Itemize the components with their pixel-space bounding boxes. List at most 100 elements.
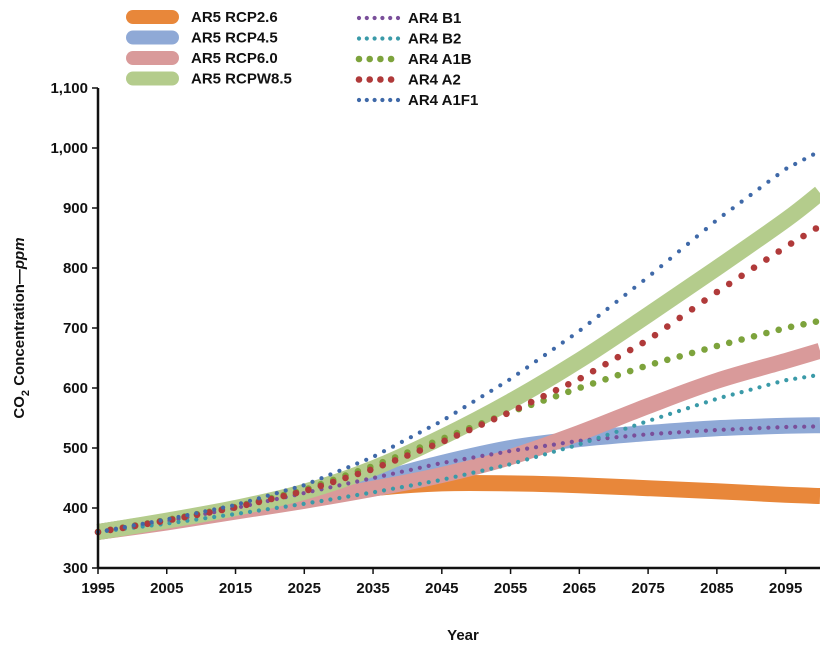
data-point-ar4-a1f1 bbox=[632, 285, 637, 290]
y-tick-label: 400 bbox=[63, 500, 88, 517]
data-point-ar4-a1f1 bbox=[668, 256, 673, 261]
data-point-ar4-a1f1 bbox=[676, 249, 682, 254]
legend-swatch-dot bbox=[395, 97, 401, 103]
data-point-ar4-b2 bbox=[650, 417, 655, 422]
data-point-ar4-a1f1 bbox=[113, 526, 118, 531]
data-point-ar4-b1 bbox=[623, 434, 628, 439]
data-point-ar4-a1f1 bbox=[712, 219, 717, 224]
data-point-ar4-a1f1 bbox=[802, 157, 807, 162]
data-point-ar4-b1 bbox=[480, 453, 485, 458]
data-point-ar4-a1b bbox=[713, 342, 721, 350]
x-tick-label: 1995 bbox=[81, 580, 114, 597]
legend-item-ar4-b2: AR4 B2 bbox=[356, 31, 461, 48]
data-point-ar4-a1f1 bbox=[623, 292, 628, 297]
data-point-ar4-a1f1 bbox=[381, 449, 387, 454]
data-point-ar4-b2 bbox=[641, 420, 646, 425]
legend-swatch-dot bbox=[388, 97, 393, 103]
data-point-ar4-a2 bbox=[243, 501, 250, 509]
data-point-ar4-a1f1 bbox=[176, 514, 181, 520]
data-point-ar4-b1 bbox=[668, 430, 673, 435]
data-point-ar4-b1 bbox=[337, 483, 342, 488]
data-point-ar4-a1f1 bbox=[274, 491, 279, 496]
x-tick-label: 2035 bbox=[356, 580, 389, 597]
data-point-ar4-b2 bbox=[703, 400, 709, 405]
data-point-ar4-a1b bbox=[664, 356, 671, 364]
data-point-ar4-a1b bbox=[589, 380, 597, 387]
data-point-ar4-b1 bbox=[498, 450, 503, 455]
data-point-ar4-b1 bbox=[712, 428, 717, 433]
data-point-ar4-b2 bbox=[230, 512, 235, 517]
data-point-ar4-a1f1 bbox=[757, 186, 762, 191]
data-point-ar4-a1f1 bbox=[337, 468, 342, 473]
y-axis-title-mid: Concentration— bbox=[11, 269, 28, 390]
data-point-ar4-b1 bbox=[721, 427, 726, 432]
y-tick-label: 500 bbox=[63, 440, 88, 457]
data-point-ar4-a1f1 bbox=[149, 520, 154, 525]
data-point-ar4-a1f1 bbox=[238, 501, 244, 506]
data-point-ar4-a1f1 bbox=[140, 521, 145, 526]
legend-swatch-dot bbox=[372, 15, 377, 21]
data-point-ar4-a1f1 bbox=[310, 479, 315, 484]
data-point-ar4-a1f1 bbox=[694, 234, 700, 239]
data-point-ar4-a1f1 bbox=[426, 425, 431, 430]
legend-label: AR5 RCPW8.5 bbox=[191, 71, 292, 88]
data-point-ar4-b2 bbox=[757, 385, 762, 390]
data-point-ar4-b1 bbox=[435, 461, 440, 466]
data-point-ar4-a1f1 bbox=[569, 334, 574, 339]
data-point-ar4-b2 bbox=[811, 373, 816, 378]
data-point-ar4-b1 bbox=[516, 447, 521, 452]
data-point-ar4-b2 bbox=[614, 429, 619, 434]
data-point-ar4-b2 bbox=[212, 514, 217, 520]
data-point-ar4-b2 bbox=[203, 516, 208, 521]
data-point-ar4-b2 bbox=[399, 485, 404, 490]
data-point-ar4-b1 bbox=[784, 424, 789, 430]
data-point-ar4-a1b bbox=[614, 371, 622, 379]
data-point-ar4-a1f1 bbox=[507, 377, 512, 382]
data-point-ar4-a1f1 bbox=[301, 483, 306, 488]
data-point-ar4-a2 bbox=[577, 374, 584, 382]
legend-item-ar5-rcpw8-5: AR5 RCPW8.5 bbox=[126, 71, 292, 88]
data-point-ar4-b2 bbox=[489, 466, 494, 471]
data-point-ar4-a1f1 bbox=[811, 152, 816, 157]
legend-item-ar5-rcp6-0: AR5 RCP6.0 bbox=[126, 50, 278, 67]
data-point-ar4-b2 bbox=[578, 441, 583, 446]
data-point-ar4-b1 bbox=[462, 456, 467, 462]
data-point-ar4-a1f1 bbox=[560, 340, 565, 345]
data-point-ar4-b2 bbox=[328, 497, 333, 502]
data-point-ar4-a1f1 bbox=[256, 496, 261, 501]
data-point-ar4-a1b bbox=[602, 376, 609, 383]
data-point-ar4-b1 bbox=[408, 467, 413, 472]
data-point-ar4-a2 bbox=[206, 509, 213, 516]
data-point-ar4-b2 bbox=[775, 380, 780, 385]
data-point-ar4-b2 bbox=[498, 464, 503, 469]
data-point-ar4-b1 bbox=[471, 455, 476, 460]
data-point-ar4-b1 bbox=[703, 428, 709, 433]
data-point-ar4-a2 bbox=[391, 457, 399, 464]
data-point-ar4-b1 bbox=[605, 436, 610, 441]
data-point-ar4-a2 bbox=[651, 331, 659, 339]
data-point-ar4-a2 bbox=[664, 323, 671, 330]
data-point-ar4-b1 bbox=[542, 443, 548, 448]
x-tick-label: 2065 bbox=[563, 580, 596, 597]
x-tick-label: 2005 bbox=[150, 580, 183, 597]
data-point-ar4-a1b bbox=[577, 384, 584, 391]
data-point-ar4-b1 bbox=[507, 449, 512, 454]
data-point-ar4-a2 bbox=[614, 353, 622, 361]
x-tick-label: 2015 bbox=[219, 580, 252, 597]
data-point-ar4-b2 bbox=[668, 411, 673, 416]
legend-label: AR4 A1B bbox=[408, 51, 472, 68]
data-point-ar4-a1f1 bbox=[462, 405, 467, 410]
data-point-ar4-b2 bbox=[525, 457, 530, 462]
data-point-ar4-a1f1 bbox=[650, 271, 655, 276]
data-point-ar4-b2 bbox=[560, 447, 565, 452]
data-point-ar4-a1b bbox=[812, 318, 820, 326]
data-point-ar4-a1f1 bbox=[122, 525, 127, 530]
data-point-ar4-a2 bbox=[367, 466, 374, 474]
data-point-ar4-b2 bbox=[507, 462, 512, 467]
data-point-ar4-b1 bbox=[569, 439, 574, 444]
y-axis-title-main: CO bbox=[11, 396, 28, 419]
data-point-ar4-a2 bbox=[540, 392, 547, 400]
data-point-ar4-a1f1 bbox=[542, 352, 548, 358]
data-point-ar4-b1 bbox=[766, 425, 771, 430]
